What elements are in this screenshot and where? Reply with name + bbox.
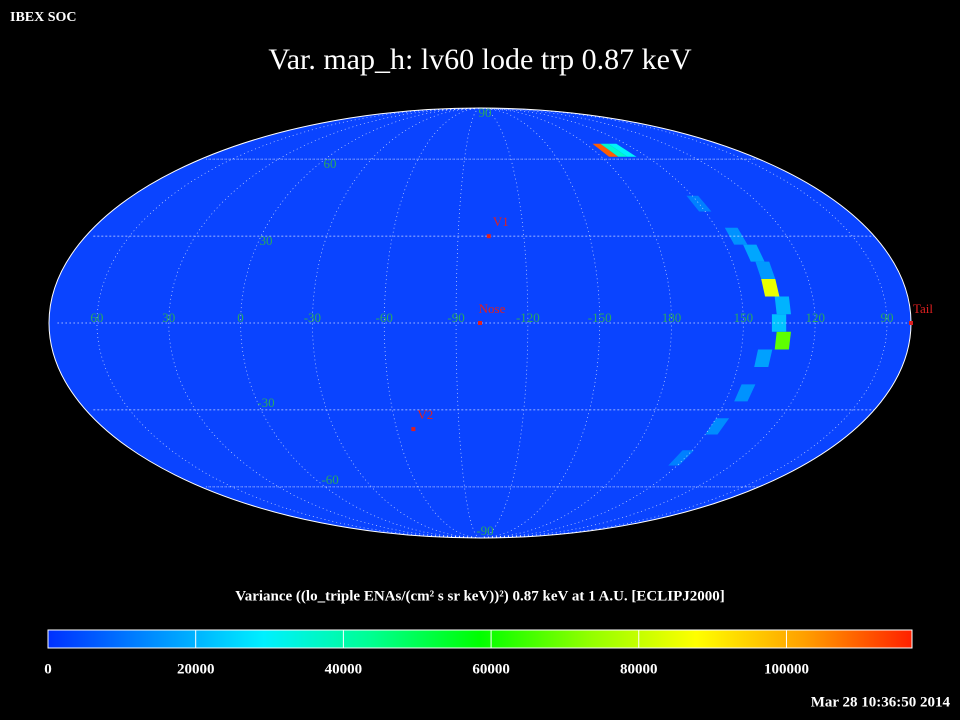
meridian: [168, 107, 481, 539]
colorbar-tick-label: 20000: [177, 661, 215, 677]
lon-label: 0: [237, 310, 244, 325]
marker: [486, 234, 491, 239]
header: IBEX SOC: [10, 10, 77, 25]
lon-label: -150: [588, 310, 612, 325]
lon-label: -120: [516, 310, 540, 325]
lat-label: -90: [476, 523, 493, 538]
marker: [909, 321, 913, 325]
lon-label: 180: [662, 310, 682, 325]
colorbar-tick-label: 100000: [764, 661, 809, 677]
marker: [478, 321, 482, 325]
lat-label: -60: [321, 472, 338, 487]
sky-cell: [705, 418, 730, 435]
lon-label: 60: [90, 310, 103, 325]
sky-cell: [755, 261, 776, 279]
marker: [411, 427, 416, 432]
sky-cell: [771, 314, 787, 332]
sky-cell: [774, 296, 791, 315]
sky-cell: [743, 244, 765, 262]
lat-label: 90: [479, 105, 492, 120]
colorbar: [47, 629, 913, 649]
sky-cell: [592, 143, 619, 157]
colorbar-tick-label: 40000: [325, 661, 363, 677]
marker-label: V1: [493, 214, 509, 229]
sky-cell: [754, 349, 773, 367]
lon-label: -60: [376, 310, 393, 325]
lon-label: 120: [805, 310, 825, 325]
marker-label: Tail: [913, 301, 933, 316]
timestamp: Mar 28 10:36:50 2014: [811, 694, 951, 710]
sky-cell: [686, 195, 712, 212]
meridian: [479, 107, 888, 539]
sky-cell: [600, 143, 628, 157]
sky-cell: [724, 227, 748, 245]
sky-cell: [668, 450, 695, 466]
lon-label: -90: [447, 310, 464, 325]
marker-label: V2: [417, 407, 433, 422]
sky-cell: [761, 279, 780, 297]
lon-label: 30: [162, 310, 175, 325]
colorbar-tick-label: 0: [44, 661, 52, 677]
colorbar-tick-label: 80000: [620, 661, 658, 677]
lat-label: 30: [259, 233, 272, 248]
sky-cell: [608, 143, 637, 157]
chart-title: Var. map_h: lv60 lode trp 0.87 keV: [268, 43, 692, 76]
meridian: [479, 107, 529, 539]
sky-cell: [734, 384, 756, 402]
lon-label: 90: [881, 310, 894, 325]
colorbar-label: Variance ((lo_triple ENAs/(cm² s sr keV)…: [235, 588, 725, 604]
sky-cell: [774, 331, 791, 350]
lat-label: 60: [324, 156, 337, 171]
lat-label: -30: [257, 395, 274, 410]
lon-label: 150: [734, 310, 754, 325]
lon-label: -30: [304, 310, 321, 325]
marker-label: Nose: [479, 301, 506, 316]
colorbar-tick-label: 60000: [472, 661, 510, 677]
